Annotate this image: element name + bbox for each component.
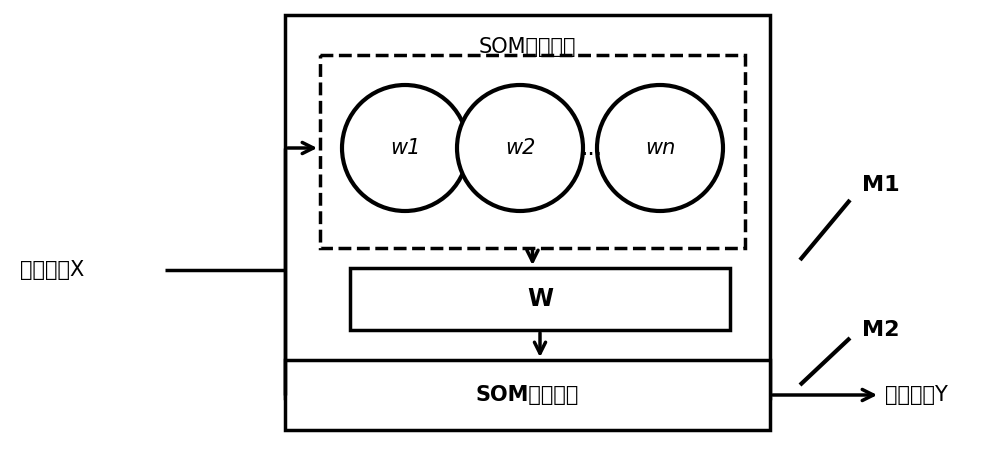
Bar — [285, 15, 770, 398]
Text: w2: w2 — [505, 138, 535, 158]
Bar — [320, 55, 745, 248]
Text: 量化信号Y: 量化信号Y — [885, 385, 948, 405]
Bar — [285, 360, 770, 430]
Text: w1: w1 — [390, 138, 420, 158]
Ellipse shape — [342, 85, 468, 211]
Text: W: W — [527, 287, 553, 311]
Text: SOM训练模块: SOM训练模块 — [479, 37, 576, 57]
Text: wn: wn — [645, 138, 675, 158]
Text: M2: M2 — [862, 320, 900, 340]
Text: M1: M1 — [862, 175, 900, 195]
Text: ...: ... — [581, 136, 603, 160]
Text: 输入信号X: 输入信号X — [20, 260, 84, 280]
Text: SOM量化模块: SOM量化模块 — [476, 385, 579, 405]
Ellipse shape — [457, 85, 583, 211]
Bar — [350, 268, 730, 330]
Ellipse shape — [597, 85, 723, 211]
